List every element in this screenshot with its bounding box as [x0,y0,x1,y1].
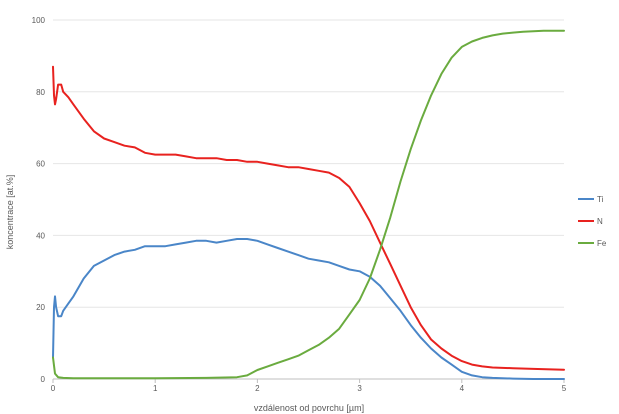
x-tick-3: 3 [357,384,362,393]
y-tick-60: 60 [36,160,45,169]
y-tick-80: 80 [36,88,45,97]
series-line-fe [52,29,565,380]
x-tick-2: 2 [255,384,260,393]
series-lines [52,29,565,380]
x-tick-1: 1 [153,384,158,393]
gridlines [53,19,564,308]
legend: Ti N Fe [578,195,607,248]
y-tick-100: 100 [32,16,46,25]
y-tick-20: 20 [36,303,45,312]
series-line-ti [52,238,565,380]
x-tick-4: 4 [460,384,465,393]
y-tick-0: 0 [41,375,46,384]
y-tick-40: 40 [36,231,45,240]
x-axis-label: vzdálenost od povrchu [µm] [254,403,364,413]
legend-label-fe: Fe [597,239,607,248]
axes [52,378,565,383]
x-tick-5: 5 [562,384,567,393]
series-line-n [52,65,565,371]
y-axis-label: koncentrace [at.%] [5,175,15,250]
x-tick-0: 0 [51,384,56,393]
y-tick-labels: 0 20 40 60 80 100 [32,16,46,384]
x-tick-labels: 0 1 2 3 4 5 [51,384,567,393]
legend-label-ti: Ti [597,195,604,204]
legend-label-n: N [597,217,603,226]
